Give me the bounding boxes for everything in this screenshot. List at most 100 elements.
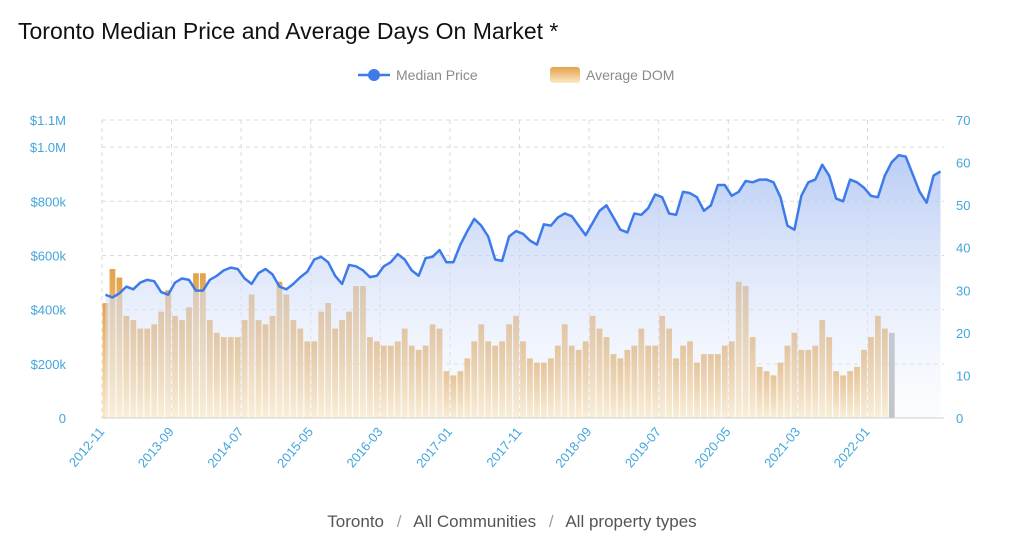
median-price-point — [619, 229, 621, 231]
median-price-point — [807, 181, 809, 183]
median-price-point — [536, 243, 538, 245]
median-price-point — [404, 258, 406, 260]
median-price-point — [772, 181, 774, 183]
y-right-tick-label: 40 — [956, 241, 970, 256]
median-price-point — [160, 291, 162, 293]
median-price-point — [334, 275, 336, 277]
median-price-point — [828, 174, 830, 176]
median-price-point — [431, 256, 433, 258]
median-price-point — [835, 197, 837, 199]
median-price-point — [870, 195, 872, 197]
median-price-point — [313, 258, 315, 260]
median-price-point — [257, 272, 259, 274]
median-price-point — [800, 195, 802, 197]
x-tick-label: 2017-11 — [483, 424, 525, 469]
median-price-point — [543, 223, 545, 225]
y-right-tick-label: 70 — [956, 113, 970, 128]
breadcrumb: Toronto / All Communities / All property… — [0, 512, 1024, 532]
median-price-point — [564, 212, 566, 214]
median-price-point — [480, 224, 482, 226]
median-price-point — [209, 279, 211, 281]
y-left-tick-label: $200k — [31, 357, 67, 372]
median-price-point — [529, 239, 531, 241]
median-price-point — [884, 174, 886, 176]
x-tick-label: 2022-01 — [831, 424, 873, 470]
median-price-point — [376, 275, 378, 277]
median-price-point — [675, 214, 677, 216]
median-price-point — [758, 178, 760, 180]
median-price-point — [605, 204, 607, 206]
y-left-tick-label: $1.0M — [30, 140, 66, 155]
x-tick-label: 2012-11 — [66, 424, 108, 469]
median-price-point — [327, 261, 329, 263]
median-price-point — [230, 266, 232, 268]
median-price-point — [111, 296, 113, 298]
median-price-point — [153, 280, 155, 282]
chart-svg: 0 $200k $400k $600k $800k $1.0M $1.1M 0 10 20 30 40… — [30, 67, 970, 470]
y-left-tick-label: $400k — [31, 303, 67, 318]
median-price-point — [863, 187, 865, 189]
median-price-point — [167, 294, 169, 296]
median-price-point — [598, 210, 600, 212]
y-right-tick-label: 0 — [956, 411, 963, 426]
median-price-point — [125, 285, 127, 287]
median-price-point — [724, 184, 726, 186]
breadcrumb-property-type[interactable]: All property types — [565, 512, 697, 531]
x-tick-label: 2015-05 — [274, 424, 316, 470]
median-price-point — [584, 234, 586, 236]
median-price-point — [278, 285, 280, 287]
median-price-point — [271, 273, 273, 275]
median-price-point — [417, 275, 419, 277]
median-price-point — [550, 224, 552, 226]
breadcrumb-city[interactable]: Toronto — [327, 512, 384, 531]
median-price-point — [473, 218, 475, 220]
median-price-point — [515, 230, 517, 232]
median-price-point — [452, 261, 454, 263]
x-tick-label: 2014-07 — [204, 424, 246, 470]
legend-median-price-label[interactable]: Median Price — [396, 67, 478, 83]
x-tick-label: 2016-03 — [343, 424, 385, 470]
median-price-point — [898, 154, 900, 156]
median-price-point — [751, 181, 753, 183]
median-price-point — [410, 269, 412, 271]
median-price-point — [779, 196, 781, 198]
y-right-tick-label: 10 — [956, 368, 970, 383]
median-price-point — [223, 269, 225, 271]
median-price-point — [710, 204, 712, 206]
median-price-point — [118, 292, 120, 294]
median-price-point — [188, 279, 190, 281]
median-price-point — [236, 268, 238, 270]
legend-average-dom-swatch[interactable] — [550, 67, 580, 83]
median-price-point — [821, 164, 823, 166]
median-price-point — [466, 230, 468, 232]
median-price-point — [508, 235, 510, 237]
legend-median-price-marker[interactable] — [368, 69, 380, 81]
median-price-point — [911, 173, 913, 175]
median-price-point — [612, 216, 614, 218]
median-price-point — [571, 215, 573, 217]
median-price-point — [647, 207, 649, 209]
median-price-point — [814, 178, 816, 180]
median-price-point — [299, 276, 301, 278]
median-price-point — [717, 184, 719, 186]
median-price-point — [738, 191, 740, 193]
median-price-point — [146, 279, 148, 281]
median-price-point — [250, 283, 252, 285]
median-price-point — [494, 258, 496, 260]
median-price-point — [285, 288, 287, 290]
median-price-point — [501, 260, 503, 262]
median-price-point — [195, 289, 197, 291]
y-left-tick-label: $1.1M — [30, 113, 66, 128]
median-price-point — [744, 180, 746, 182]
y-left-tick-label: $800k — [31, 194, 67, 209]
median-price-area — [105, 155, 941, 418]
median-price-point — [522, 233, 524, 235]
x-tick-label: 2017-01 — [413, 424, 455, 470]
median-price-point — [202, 289, 204, 291]
median-price-point — [355, 265, 357, 267]
median-price-point — [445, 261, 447, 263]
median-price-point — [640, 214, 642, 216]
legend-average-dom-label[interactable]: Average DOM — [586, 67, 674, 83]
breadcrumb-community[interactable]: All Communities — [413, 512, 537, 531]
